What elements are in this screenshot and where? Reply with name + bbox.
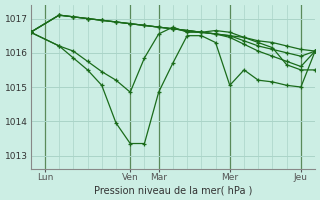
X-axis label: Pression niveau de la mer( hPa ): Pression niveau de la mer( hPa ) [94, 185, 252, 195]
